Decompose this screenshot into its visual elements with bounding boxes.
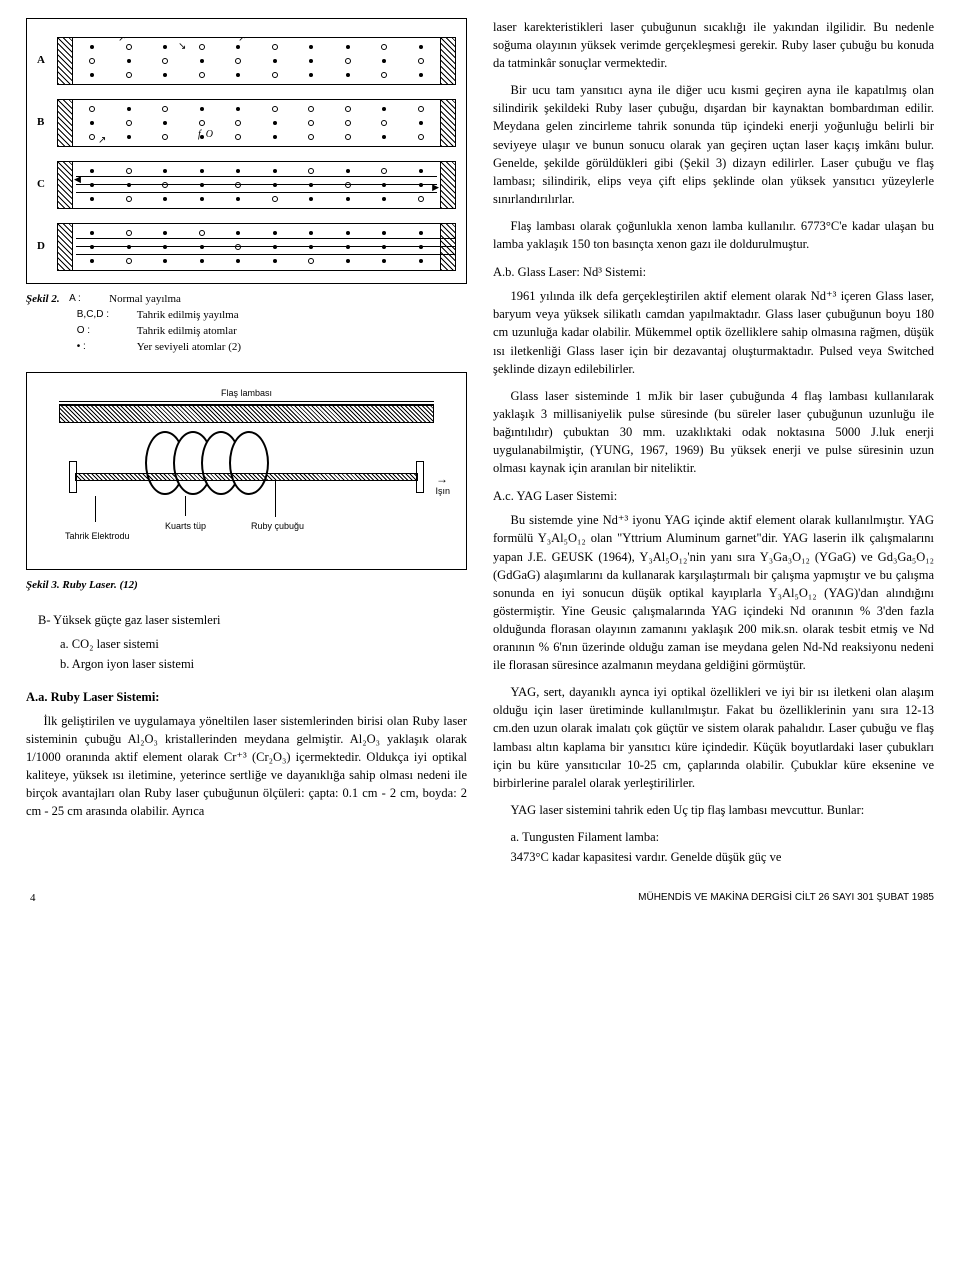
figure-3-schematic: Flaş lambası → Işın: [35, 381, 458, 561]
fig2-label-a: A: [37, 53, 51, 69]
fig2-rod-b: ↗ f O: [57, 99, 456, 147]
section-ab-p1: 1961 yılında ilk defa gerçekleştirilen a…: [493, 287, 934, 378]
fig2-cap-k0: A :: [69, 292, 109, 307]
section-ac-p1: Bu sistemde yine Nd⁺³ iyonu YAG içinde a…: [493, 511, 934, 674]
fig2-cap-v2: Tahrik edilmiş atomlar: [137, 324, 237, 339]
section-ab-head: A.b. Glass Laser: Nd³ Sistemi:: [493, 265, 646, 279]
fig3-label-quartz: Kuarts tüp: [165, 520, 206, 533]
fig2-cap-k2: O :: [77, 324, 137, 339]
section-aa-para: İlk geliştirilen ve uygulamaya yöneltile…: [26, 712, 467, 821]
figure-3-caption: Şekil 3. Ruby Laser. (12): [26, 578, 467, 593]
page-footer: 4 MÜHENDİS VE MAKİNA DERGİSİ CİLT 26 SAY…: [26, 891, 934, 907]
right-p2: Bir ucu tam yansıtıcı ayna ile diğer ucu…: [493, 81, 934, 208]
fig2-label-c: C: [37, 177, 51, 193]
fig3-label-electrode: Tahrik Elektrodu: [65, 530, 130, 543]
section-ab-p2: Glass laser sisteminde 1 mJik bir laser …: [493, 387, 934, 478]
section-ac-p2: YAG, sert, dayanıklı aynca iyi optikal ö…: [493, 683, 934, 792]
section-ac-a-p: 3473°C kadar kapasitesi vardır. Genelde …: [493, 848, 934, 866]
figure-3-box: Flaş lambası → Işın: [26, 372, 467, 570]
fig2-cap-v1: Tahrik edilmiş yayılma: [137, 308, 239, 323]
fig2-cap-v3: Yer seviyeli atomlar (2): [137, 340, 241, 355]
right-column: laser karekteristikleri laser çubuğunun …: [493, 18, 934, 875]
fig2-row-c: C ◀ ▶: [37, 161, 456, 209]
section-b-head: B- Yüksek güçte gaz laser sistemleri: [38, 611, 467, 629]
fig2-cap-k3: • :: [77, 340, 137, 355]
fig3-caption-text: Şekil 3. Ruby Laser. (12): [26, 579, 138, 591]
fig2-rod-a: ↗ ↗ ↘: [57, 37, 456, 85]
figure-2-box: A ↗ ↗ ↘ B: [26, 18, 467, 284]
fig2-rod-d: ▶: [57, 223, 456, 271]
fig2-cap-v0: Normal yayılma: [109, 292, 181, 307]
right-p3: Flaş lambası olarak çoğunlukla xenon lam…: [493, 217, 934, 253]
left-column: A ↗ ↗ ↘ B: [26, 18, 467, 875]
section-b-a: a. CO₂ laser sistemi: [60, 635, 467, 653]
page-number: 4: [30, 891, 36, 907]
fig2-label-d: D: [37, 239, 51, 255]
section-ac-a: a. Tungusten Filament lamba:: [511, 830, 660, 844]
fig2-cap-k1: B,C,D :: [77, 308, 137, 323]
fig3-label-ruby: Ruby çubuğu: [251, 520, 304, 533]
fig2-rod-c: ◀ ▶: [57, 161, 456, 209]
section-aa-head: A.a. Ruby Laser Sistemi:: [26, 690, 159, 704]
footer-reference: MÜHENDİS VE MAKİNA DERGİSİ CİLT 26 SAYI …: [638, 891, 934, 907]
fig2-row-d: D ▶: [37, 223, 456, 271]
page-columns: A ↗ ↗ ↘ B: [26, 18, 934, 875]
figure-2-caption: Şekil 2. A : Normal yayılma B,C,D : Tahr…: [26, 292, 467, 354]
right-p1: laser karekteristikleri laser çubuğunun …: [493, 18, 934, 72]
section-ac-head: A.c. YAG Laser Sistemi:: [493, 489, 617, 503]
fig2-label-b: B: [37, 115, 51, 131]
section-ac-p3: YAG laser sistemini tahrik eden Uç tip f…: [493, 801, 934, 819]
section-b-b: b. Argon iyon laser sistemi: [60, 655, 467, 673]
fig2-row-b: B ↗ f O: [37, 99, 456, 147]
fig2-row-a: A ↗ ↗ ↘: [37, 37, 456, 85]
fig3-label-beam: Işın: [435, 485, 450, 498]
fig2-caption-head: Şekil 2.: [26, 293, 60, 305]
